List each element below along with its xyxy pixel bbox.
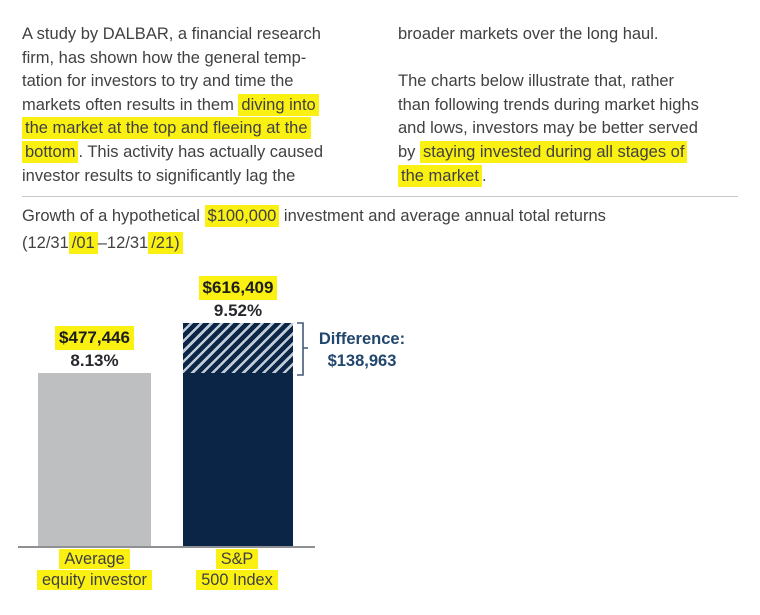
difference-label: Difference: [318, 330, 406, 348]
category-label-average-line2: equity investor [37, 569, 152, 590]
difference-bracket [297, 322, 308, 376]
intro-right-paragraph-2: The charts below illustrate that, rather… [398, 72, 699, 187]
chart-heading: Growth of a hypothetical $100,000 invest… [22, 205, 606, 254]
category-label-sp500-line2: 500 Index [196, 569, 278, 590]
value-label-sp500-amount: $616,409 [198, 276, 278, 300]
return-label-average-investor: 8.13% [70, 351, 119, 370]
intro-right-column: broader markets over the long haul. The … [398, 23, 760, 188]
axis-baseline [18, 546, 315, 548]
bar-sp500 [183, 323, 293, 547]
value-label-average-investor-amount: $477,446 [55, 326, 134, 350]
difference-value: $138,963 [327, 351, 397, 370]
category-label-average-investor: Average equity investor [8, 549, 181, 590]
intro-right-paragraph-1: broader markets over the long haul. [398, 25, 659, 43]
difference-hatch [183, 323, 293, 373]
value-label-average-investor: $477,446 8.13% [38, 326, 151, 372]
difference-callout: Difference: $138,963 [306, 329, 418, 372]
category-label-average-line1: Average [59, 549, 130, 569]
value-label-sp500: $616,409 9.52% [183, 276, 293, 322]
category-label-sp500-line1: S&P [215, 549, 259, 569]
bar-average-investor [38, 373, 151, 547]
intro-left-paragraph: A study by DALBAR, a financial research f… [22, 25, 324, 185]
return-label-sp500: 9.52% [213, 301, 263, 320]
section-divider [22, 196, 738, 197]
bar-chart: $477,446 8.13% $616,409 9.52% Difference… [0, 270, 760, 615]
category-label-sp500: S&P 500 Index [167, 549, 307, 590]
